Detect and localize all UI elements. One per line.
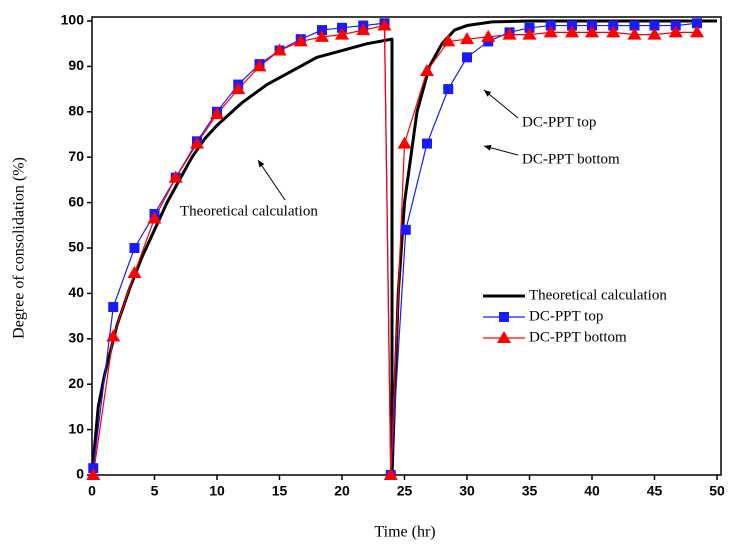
- marker: [86, 468, 101, 480]
- marker: [272, 43, 287, 56]
- y-tick-label: 60: [68, 193, 84, 209]
- marker: [565, 25, 579, 38]
- legend-marker: [497, 331, 511, 343]
- marker: [543, 25, 558, 38]
- plot-frame: [91, 16, 722, 476]
- marker: [231, 82, 246, 95]
- marker: [420, 63, 434, 76]
- annotation: DC-PPT top: [522, 114, 596, 130]
- y-tick-label: 0: [76, 466, 84, 482]
- x-tick-label: 40: [584, 483, 600, 499]
- y-tick-label: 30: [68, 330, 84, 346]
- annotation: DC-PPT bottom: [522, 151, 620, 167]
- marker: [462, 52, 472, 63]
- x-tick-label: 0: [88, 483, 96, 499]
- marker: [397, 136, 412, 149]
- y-axis-title: Degree of consolidation (%): [11, 157, 28, 339]
- x-tick-label: 30: [459, 483, 475, 499]
- marker: [252, 59, 267, 72]
- marker: [168, 170, 183, 183]
- series-line: [90, 19, 717, 477]
- marker: [422, 138, 432, 149]
- marker: [293, 34, 308, 47]
- legend-marker: [499, 312, 509, 322]
- marker: [692, 18, 702, 29]
- x-tick-label: 25: [397, 483, 413, 499]
- x-tick-label: 10: [209, 483, 225, 499]
- marker: [585, 25, 599, 38]
- annotation-arrow: [483, 144, 519, 156]
- marker: [147, 211, 162, 224]
- marker: [443, 84, 454, 95]
- marker: [210, 107, 224, 120]
- marker: [627, 27, 642, 40]
- marker: [668, 25, 683, 38]
- marker: [108, 302, 119, 313]
- marker: [522, 27, 537, 40]
- y-tick-label: 80: [68, 103, 84, 119]
- marker: [606, 25, 621, 38]
- y-tick-label: 10: [68, 420, 84, 436]
- marker: [356, 23, 371, 36]
- marker: [629, 20, 640, 31]
- x-tick-label: 15: [272, 483, 288, 499]
- y-tick-label: 50: [68, 239, 84, 255]
- marker: [383, 468, 398, 480]
- y-tick-label: 40: [68, 284, 84, 300]
- marker: [129, 243, 140, 253]
- marker: [190, 136, 204, 149]
- annotation: Theoretical calculation: [180, 203, 318, 219]
- marker: [460, 32, 474, 45]
- y-tick-label: 20: [68, 375, 84, 391]
- marker: [647, 27, 662, 40]
- x-tick-label: 50: [709, 483, 725, 499]
- y-tick-label: 100: [61, 12, 85, 28]
- y-tick-label: 90: [68, 57, 84, 73]
- series-line: [92, 22, 698, 476]
- marker: [335, 27, 349, 40]
- marker: [690, 25, 704, 38]
- x-tick-label: 5: [151, 483, 159, 499]
- marker: [315, 29, 329, 42]
- marker: [441, 34, 456, 47]
- legend-label: DC-PPT bottom: [529, 329, 627, 345]
- x-axis-title: Time (hr): [374, 524, 435, 541]
- marker: [400, 224, 411, 235]
- x-tick-label: 45: [647, 483, 663, 499]
- marker: [481, 29, 496, 42]
- marker: [377, 18, 392, 31]
- annotation-arrow: [257, 159, 286, 201]
- x-tick-label: 20: [334, 483, 350, 499]
- legend-label: Theoretical calculation: [529, 287, 667, 303]
- y-tick-label: 70: [68, 148, 84, 164]
- marker: [502, 27, 517, 40]
- marker: [106, 329, 121, 342]
- marker: [127, 265, 142, 278]
- x-tick-label: 35: [522, 483, 538, 499]
- annotation-arrow: [483, 89, 519, 119]
- legend-label: DC-PPT top: [529, 308, 603, 324]
- marker: [649, 20, 660, 31]
